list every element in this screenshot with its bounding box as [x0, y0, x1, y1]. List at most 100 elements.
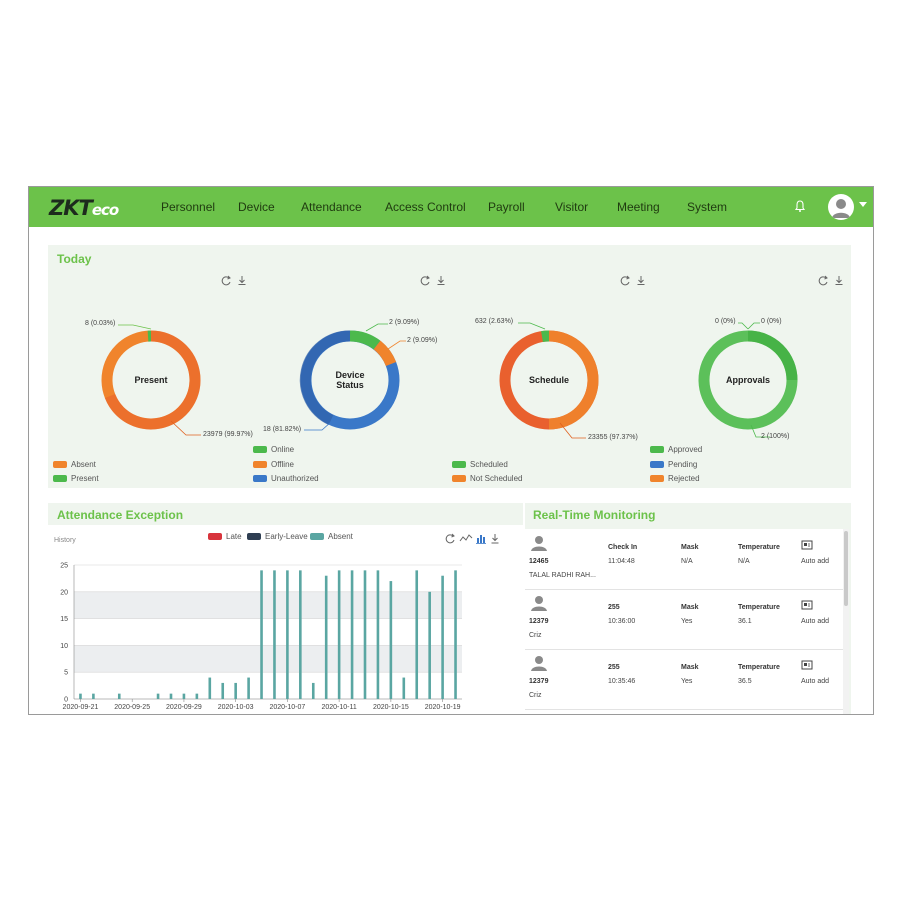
mask-header: Mask — [681, 664, 699, 671]
download-icon[interactable] — [238, 276, 246, 285]
chart4-controls — [818, 275, 843, 286]
y-tick-label: 10 — [60, 643, 68, 650]
today-title: Today — [57, 252, 92, 266]
bar — [117, 693, 121, 699]
grid-band — [74, 591, 462, 619]
chart3-controls — [620, 275, 645, 286]
chevron-down-icon[interactable] — [859, 202, 867, 207]
person-id: 12465 — [529, 558, 549, 565]
zkteco-logo[interactable]: ZKTeco — [49, 196, 119, 220]
bar — [415, 570, 419, 699]
auto-add-link[interactable]: Auto add — [801, 558, 830, 565]
approvals-donut — [698, 322, 798, 438]
bar — [260, 570, 263, 699]
app-window: ZKTeco Personnel Device Attendance Acces… — [28, 186, 874, 715]
present-callout-present: 23979 (99.97%) — [203, 431, 253, 438]
person-id: 12379 — [529, 618, 549, 625]
refresh-icon[interactable] — [221, 275, 231, 286]
temperature-value: N/A — [738, 558, 750, 565]
legend-not-scheduled[interactable]: Not Scheduled — [452, 474, 522, 484]
bar — [79, 693, 82, 699]
check-time: 10:36:00 — [608, 618, 636, 625]
nav-visitor[interactable]: Visitor — [555, 200, 589, 214]
refresh-icon[interactable] — [445, 533, 455, 544]
legend-rejected[interactable]: Rejected — [650, 474, 700, 484]
person-icon — [531, 656, 547, 671]
download-icon[interactable] — [637, 276, 645, 285]
realtime-row[interactable]: 12379 Criz 255 10:35:46 Mask Yes Temperature 36… — [525, 649, 843, 710]
person-name: Criz — [529, 692, 542, 699]
legend-offline[interactable]: Offline — [253, 460, 294, 470]
legend-online[interactable]: Online — [253, 445, 294, 455]
line-chart-icon[interactable] — [459, 534, 473, 542]
legend-present[interactable]: Present — [53, 474, 99, 484]
schedule-donut — [499, 322, 599, 439]
chart2-controls — [420, 275, 445, 286]
bar — [299, 570, 302, 699]
device-callout-online: 2 (9.09%) — [389, 319, 420, 326]
legend-unauthorized[interactable]: Unauthorized — [253, 474, 319, 484]
nav-access-control[interactable]: Access Control — [385, 200, 466, 214]
nav-meeting[interactable]: Meeting — [617, 200, 660, 214]
nav-attendance[interactable]: Attendance — [301, 200, 362, 214]
attendance-exception-panel: Attendance Exception History Late Early-… — [48, 503, 523, 714]
history-label: History — [54, 537, 76, 544]
legend-absent[interactable]: Absent — [53, 460, 96, 470]
legend-early-leave[interactable]: Early-Leave — [247, 532, 308, 542]
bar — [337, 570, 341, 699]
realtime-monitoring-panel: Real-Time Monitoring 12465 TALAL RADHI RA… — [525, 503, 851, 714]
device-icon[interactable] — [801, 540, 813, 551]
bar — [402, 677, 406, 699]
nav-personnel[interactable]: Personnel — [161, 200, 216, 214]
device-icon[interactable] — [801, 600, 813, 611]
schedule-center-label: Schedule — [528, 375, 569, 385]
bell-icon[interactable] — [793, 199, 807, 213]
check-header: Check In — [608, 544, 638, 551]
refresh-icon[interactable] — [620, 275, 630, 286]
legend-pending[interactable]: Pending — [650, 460, 697, 470]
bar — [376, 570, 380, 699]
legend-absent-series[interactable]: Absent — [310, 532, 353, 542]
realtime-scrollbar[interactable] — [843, 529, 849, 714]
exception-header — [48, 503, 523, 525]
nav-device[interactable]: Device — [238, 200, 275, 214]
download-icon[interactable] — [491, 534, 499, 544]
realtime-list: 12465 TALAL RADHI RAH... Check In 11:04:48 M… — [525, 529, 843, 714]
user-avatar-icon[interactable] — [828, 194, 854, 220]
mask-value: Yes — [681, 618, 693, 625]
x-tick-label: 2020-10-07 — [269, 704, 305, 711]
x-tick-label: 2020-10-11 — [321, 704, 356, 711]
download-icon[interactable] — [437, 276, 445, 285]
y-tick-label: 20 — [60, 589, 68, 596]
attendance-exception-chart: 0 5 10 15 20 25 2020-09-21 2020-09-25 2020-09-29… — [60, 563, 462, 711]
exception-toolbar — [445, 533, 499, 544]
realtime-title: Real-Time Monitoring — [533, 508, 656, 522]
auto-add-link[interactable]: Auto add — [801, 678, 830, 685]
legend-scheduled[interactable]: Scheduled — [452, 460, 508, 470]
download-icon[interactable] — [835, 276, 843, 285]
mask-header: Mask — [681, 604, 699, 611]
legend-late[interactable]: Late — [208, 532, 242, 542]
device-icon[interactable] — [801, 660, 813, 671]
auto-add-link[interactable]: Auto add — [801, 618, 830, 625]
mask-value: N/A — [681, 558, 693, 565]
person-id: 12379 — [529, 678, 549, 685]
refresh-icon[interactable] — [420, 275, 430, 286]
realtime-row[interactable]: 12379 Criz 255 10:36:00 Mask Yes Temperature 36… — [525, 589, 843, 650]
bar — [350, 570, 354, 699]
present-center-label: Present — [134, 375, 168, 385]
refresh-icon[interactable] — [818, 275, 828, 286]
today-panel: Today — [48, 245, 851, 488]
bar — [454, 570, 457, 699]
bar — [273, 570, 276, 699]
realtime-row[interactable]: 12465 TALAL RADHI RAH... Check In 11:04:48 M… — [525, 529, 843, 590]
scrollbar-thumb[interactable] — [844, 531, 848, 606]
legend-approved[interactable]: Approved — [650, 445, 702, 455]
bar — [221, 682, 225, 699]
device-status-center-label: Device Status — [335, 370, 365, 390]
person-name: TALAL RADHI RAH... — [529, 572, 596, 579]
nav-payroll[interactable]: Payroll — [488, 200, 525, 214]
y-tick-label: 0 — [64, 697, 68, 704]
bar-chart-icon[interactable] — [476, 535, 486, 544]
nav-system[interactable]: System — [687, 200, 728, 214]
